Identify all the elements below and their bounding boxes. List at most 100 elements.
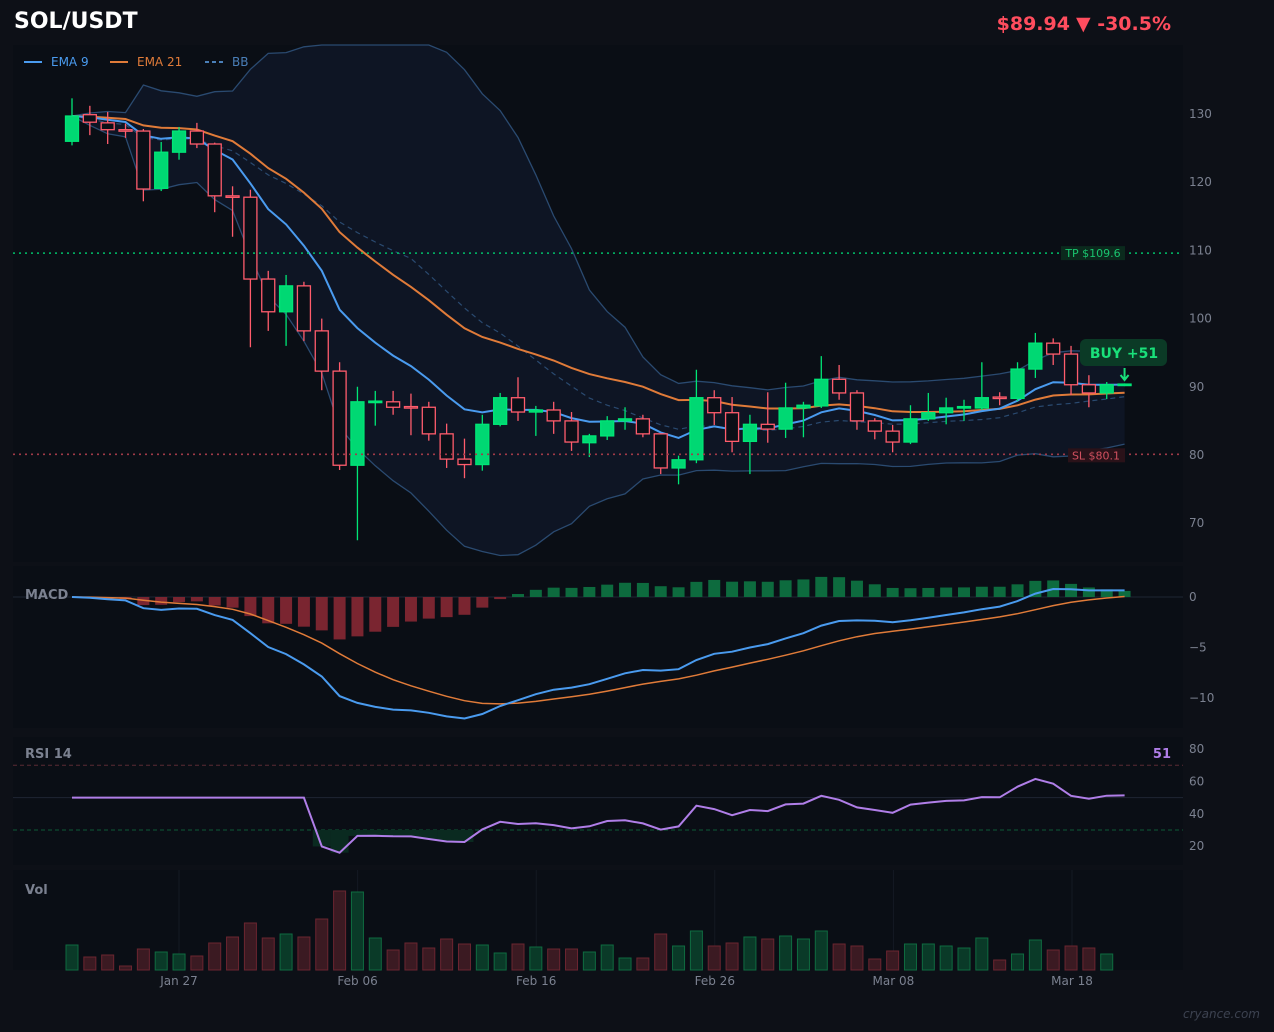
volume-bar	[404, 942, 418, 971]
volume-bar	[957, 947, 971, 971]
candle-up	[1028, 342, 1043, 370]
macd-histogram-bar	[297, 597, 310, 627]
candle-up	[921, 412, 936, 420]
macd-histogram-bar	[1011, 584, 1024, 597]
candle-down	[653, 433, 668, 469]
volume-bar	[279, 933, 293, 971]
macd-histogram-bar	[654, 586, 667, 597]
candle-down	[332, 370, 347, 466]
candle-up	[475, 423, 490, 466]
candle-up	[368, 400, 383, 404]
volume-bar	[761, 938, 775, 971]
last-price: $89.94	[996, 13, 1070, 35]
volume-bar	[83, 956, 97, 971]
rsi-tick-label: 60	[1189, 774, 1204, 788]
candle-down	[707, 397, 722, 414]
price-readout: $89.94 ▼ -30.5%	[991, 13, 1171, 35]
volume-bar	[600, 944, 614, 971]
volume-bar	[654, 933, 668, 971]
candle-down	[867, 420, 882, 432]
candle-up	[671, 459, 686, 469]
candle-down	[225, 195, 240, 198]
candle-down	[885, 430, 900, 443]
watermark: cryance.com	[1182, 1007, 1260, 1021]
candle-down	[189, 130, 205, 145]
volume-bar	[208, 942, 222, 971]
volume-bar	[636, 957, 650, 971]
volume-bar	[136, 948, 150, 971]
macd-signal-line	[71, 595, 1125, 705]
volume-bar	[172, 953, 186, 971]
macd-histogram-bar	[440, 597, 453, 618]
rsi-oversold-fill	[419, 830, 438, 840]
macd-tick-label: −10	[1189, 691, 1214, 705]
volume-bar	[226, 936, 240, 971]
date-tick-label: Jan 27	[159, 974, 198, 988]
volume-bar	[796, 938, 810, 971]
candle-down	[314, 330, 329, 372]
macd-histogram-bar	[904, 588, 917, 597]
candle-up	[154, 151, 169, 189]
candle-up	[974, 397, 989, 409]
candle-up	[528, 409, 543, 413]
volume-bar	[333, 890, 347, 971]
rsi-oversold-fill	[401, 830, 420, 837]
rsi-tick-label: 40	[1189, 807, 1204, 821]
macd-histogram-bar	[993, 586, 1006, 597]
candle-up	[689, 397, 704, 461]
volume-bar	[350, 891, 364, 971]
macd-histogram-bar	[155, 597, 168, 605]
volume-bar	[243, 922, 257, 971]
macd-histogram-bar	[850, 580, 863, 597]
macd-histogram-bar	[333, 597, 346, 640]
macd-histogram-bar	[815, 576, 828, 597]
candle-up	[956, 405, 972, 409]
volume-bar	[475, 944, 489, 971]
candle-up	[64, 115, 80, 142]
volume-bar	[101, 954, 115, 971]
candle-down	[296, 285, 312, 332]
macd-histogram-bar	[868, 584, 881, 597]
macd-histogram-bar	[137, 597, 150, 606]
volume-bar	[1011, 953, 1025, 971]
bollinger-middle-line	[71, 115, 1125, 431]
candle-down	[546, 409, 561, 422]
take-profit-label: TP $109.6	[1064, 247, 1120, 260]
volume-bar	[779, 935, 793, 971]
volume-bar	[190, 955, 204, 971]
volume-bar	[975, 937, 989, 971]
candle-up	[903, 418, 918, 443]
macd-histogram-bar	[280, 597, 293, 624]
price-tick-label: 130	[1189, 107, 1212, 121]
macd-tick-label: −5	[1189, 641, 1207, 655]
macd-histogram-bar	[690, 581, 703, 597]
candle-down	[1063, 353, 1079, 386]
date-tick-label: Mar 08	[873, 974, 915, 988]
rsi-oversold-fill	[384, 830, 403, 837]
price-tick-label: 120	[1189, 175, 1212, 189]
macd-histogram-bar	[226, 597, 239, 608]
macd-histogram-bar	[743, 581, 756, 597]
macd-histogram-bar	[619, 582, 632, 597]
macd-histogram-bar	[1082, 587, 1095, 597]
rsi-oversold-fill	[330, 830, 349, 853]
macd-histogram-bar	[494, 597, 507, 600]
arrow-down-icon	[1119, 368, 1130, 382]
macd-histogram-bar	[779, 580, 792, 597]
volume-bar	[457, 943, 471, 971]
candle-up	[1099, 384, 1114, 394]
candle-up	[582, 435, 597, 444]
candle-up	[278, 285, 294, 313]
volume-bar	[368, 937, 382, 971]
volume-bar	[422, 947, 436, 971]
macd-line	[71, 587, 1125, 720]
volume-bar	[903, 943, 917, 971]
candle-up	[814, 378, 829, 407]
macd-histogram-bar	[476, 597, 489, 608]
take-profit-label-bg	[1061, 246, 1125, 261]
volume-panel-label: Vol	[25, 883, 48, 898]
rsi-oversold-fill	[437, 830, 456, 842]
macd-histogram-bar	[404, 597, 417, 622]
legend-label: EMA 9	[51, 55, 89, 69]
